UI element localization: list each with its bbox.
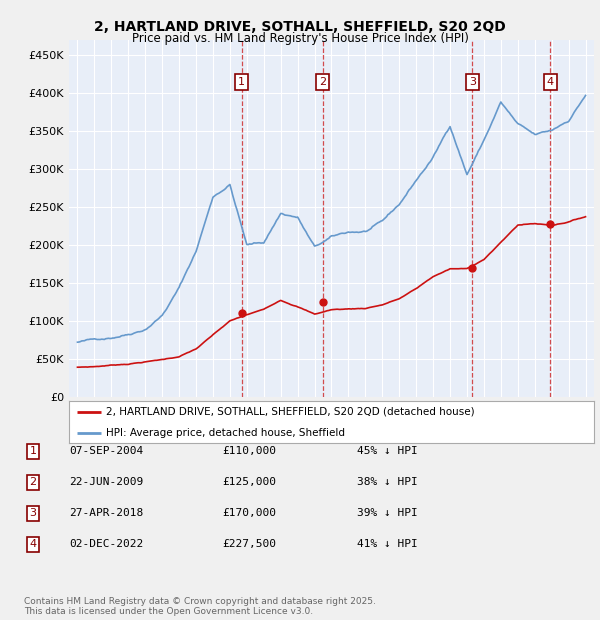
Text: Contains HM Land Registry data © Crown copyright and database right 2025.: Contains HM Land Registry data © Crown c… (24, 597, 376, 606)
Text: 39% ↓ HPI: 39% ↓ HPI (357, 508, 418, 518)
Text: HPI: Average price, detached house, Sheffield: HPI: Average price, detached house, Shef… (106, 428, 345, 438)
Text: £170,000: £170,000 (222, 508, 276, 518)
Text: £110,000: £110,000 (222, 446, 276, 456)
Text: 3: 3 (469, 77, 476, 87)
Text: 1: 1 (29, 446, 37, 456)
Text: 1: 1 (238, 77, 245, 87)
Text: 38% ↓ HPI: 38% ↓ HPI (357, 477, 418, 487)
Text: 2: 2 (29, 477, 37, 487)
Text: 3: 3 (29, 508, 37, 518)
Text: 27-APR-2018: 27-APR-2018 (69, 508, 143, 518)
Text: 2, HARTLAND DRIVE, SOTHALL, SHEFFIELD, S20 2QD (detached house): 2, HARTLAND DRIVE, SOTHALL, SHEFFIELD, S… (106, 407, 475, 417)
Text: 07-SEP-2004: 07-SEP-2004 (69, 446, 143, 456)
Text: 41% ↓ HPI: 41% ↓ HPI (357, 539, 418, 549)
Text: £125,000: £125,000 (222, 477, 276, 487)
Text: Price paid vs. HM Land Registry's House Price Index (HPI): Price paid vs. HM Land Registry's House … (131, 32, 469, 45)
Text: 4: 4 (29, 539, 37, 549)
Text: £227,500: £227,500 (222, 539, 276, 549)
Text: 45% ↓ HPI: 45% ↓ HPI (357, 446, 418, 456)
Text: 02-DEC-2022: 02-DEC-2022 (69, 539, 143, 549)
Text: 2: 2 (319, 77, 326, 87)
Text: This data is licensed under the Open Government Licence v3.0.: This data is licensed under the Open Gov… (24, 607, 313, 616)
Text: 22-JUN-2009: 22-JUN-2009 (69, 477, 143, 487)
Text: 4: 4 (547, 77, 554, 87)
Text: 2, HARTLAND DRIVE, SOTHALL, SHEFFIELD, S20 2QD: 2, HARTLAND DRIVE, SOTHALL, SHEFFIELD, S… (94, 20, 506, 34)
